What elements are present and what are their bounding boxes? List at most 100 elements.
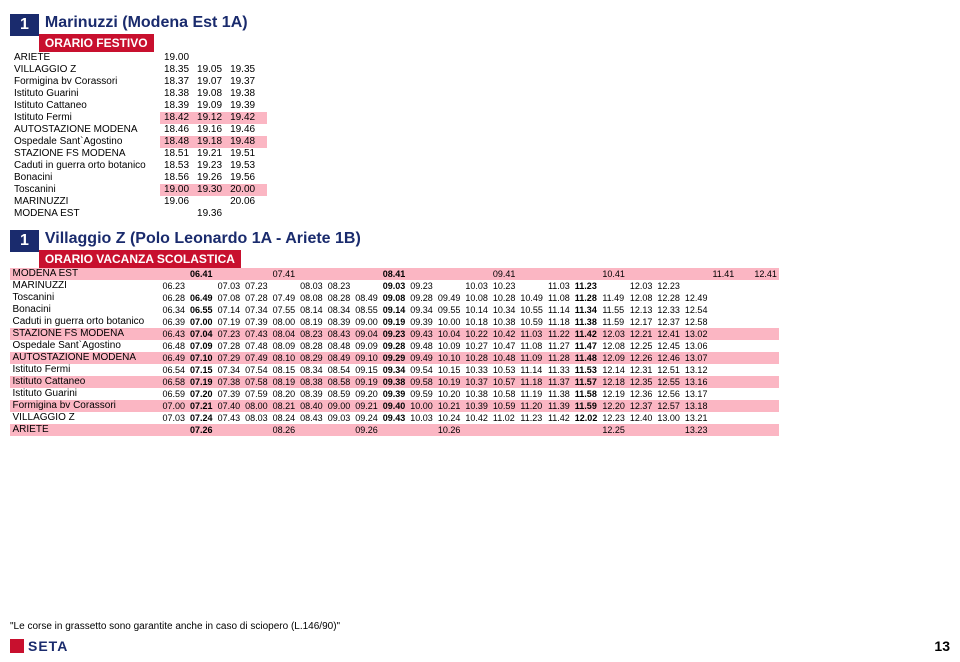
stop-name: ARIETE bbox=[10, 424, 160, 436]
time-cell: 20.00 bbox=[226, 184, 259, 196]
stop-name: VILLAGGIO Z bbox=[10, 412, 160, 424]
time-cell: 12.54 bbox=[682, 304, 710, 316]
time-cell: 08.20 bbox=[270, 388, 298, 400]
time-cell: 13.02 bbox=[682, 328, 710, 340]
time-cell bbox=[353, 280, 381, 292]
time-cell: 11.22 bbox=[545, 328, 572, 340]
time-cell: 12.25 bbox=[600, 424, 628, 436]
time-cell: 11.38 bbox=[545, 388, 572, 400]
time-cell: 09.40 bbox=[380, 400, 408, 412]
time-cell bbox=[752, 280, 780, 292]
time-cell: 09.29 bbox=[380, 352, 408, 364]
time-cell bbox=[518, 424, 546, 436]
time-cell: 09.43 bbox=[380, 412, 408, 424]
time-cell bbox=[710, 304, 737, 316]
time-cell: 07.20 bbox=[188, 388, 216, 400]
time-cell bbox=[752, 364, 780, 376]
time-cell: 09.00 bbox=[353, 316, 381, 328]
time-cell: 12.26 bbox=[627, 352, 655, 364]
time-cell: 08.28 bbox=[325, 292, 353, 304]
time-cell: 10.39 bbox=[463, 400, 491, 412]
stop-name: Istituto Fermi bbox=[10, 364, 160, 376]
time-cell: 08.26 bbox=[270, 424, 298, 436]
time-cell: 18.46 bbox=[160, 124, 193, 136]
time-cell: 10.42 bbox=[490, 328, 518, 340]
time-cell: 08.00 bbox=[243, 400, 271, 412]
time-cell: 11.42 bbox=[572, 328, 600, 340]
stop-name: AUTOSTAZIONE MODENA bbox=[10, 352, 160, 364]
time-cell: 13.06 bbox=[682, 340, 710, 352]
time-cell: 07.43 bbox=[243, 328, 271, 340]
time-cell: 13.00 bbox=[655, 412, 683, 424]
time-cell: 09.26 bbox=[353, 424, 381, 436]
time-cell: 06.49 bbox=[188, 292, 216, 304]
time-cell bbox=[298, 268, 326, 280]
time-cell bbox=[752, 412, 780, 424]
time-cell: 09.00 bbox=[325, 400, 353, 412]
time-cell bbox=[243, 268, 271, 280]
time-cell: 09.39 bbox=[380, 388, 408, 400]
time-cell: 09.15 bbox=[353, 364, 381, 376]
time-cell bbox=[380, 424, 408, 436]
stop-name: Istituto Guarini bbox=[10, 88, 160, 100]
time-cell bbox=[545, 424, 572, 436]
logo-text: SETA bbox=[28, 638, 68, 654]
route-number: 1 bbox=[10, 14, 39, 36]
time-cell: 09.58 bbox=[408, 376, 436, 388]
time-cell bbox=[259, 76, 267, 88]
time-cell: 11.02 bbox=[490, 412, 518, 424]
time-cell: 11.39 bbox=[545, 400, 572, 412]
time-cell: 12.41 bbox=[752, 268, 780, 280]
time-cell bbox=[259, 64, 267, 76]
schedule-band: ORARIO FESTIVO bbox=[39, 34, 154, 52]
time-cell bbox=[259, 100, 267, 112]
time-cell bbox=[160, 424, 188, 436]
time-cell: 06.41 bbox=[188, 268, 216, 280]
time-cell: 07.19 bbox=[188, 376, 216, 388]
time-cell bbox=[752, 376, 780, 388]
time-cell: 08.43 bbox=[298, 412, 326, 424]
time-cell: 19.00 bbox=[160, 52, 193, 64]
time-cell bbox=[655, 268, 683, 280]
time-cell: 12.37 bbox=[655, 316, 683, 328]
time-cell: 10.49 bbox=[518, 292, 546, 304]
time-cell: 12.14 bbox=[600, 364, 628, 376]
time-cell: 11.27 bbox=[545, 340, 572, 352]
time-cell: 12.33 bbox=[655, 304, 683, 316]
time-cell bbox=[215, 268, 243, 280]
time-cell: 11.23 bbox=[572, 280, 600, 292]
time-cell: 09.08 bbox=[380, 292, 408, 304]
stop-name: Toscanini bbox=[10, 184, 160, 196]
time-cell: 08.24 bbox=[270, 412, 298, 424]
time-cell: 08.43 bbox=[325, 328, 353, 340]
time-cell: 07.39 bbox=[215, 388, 243, 400]
time-cell: 10.20 bbox=[435, 388, 463, 400]
time-cell: 06.34 bbox=[160, 304, 188, 316]
time-cell: 11.20 bbox=[518, 400, 546, 412]
time-cell: 11.09 bbox=[518, 352, 546, 364]
time-cell: 10.28 bbox=[463, 352, 491, 364]
time-cell bbox=[710, 280, 737, 292]
time-cell bbox=[627, 268, 655, 280]
time-cell bbox=[655, 424, 683, 436]
time-cell: 07.03 bbox=[215, 280, 243, 292]
time-cell: 11.08 bbox=[518, 340, 546, 352]
time-cell bbox=[435, 280, 463, 292]
time-cell: 12.37 bbox=[627, 400, 655, 412]
time-cell: 07.41 bbox=[270, 268, 298, 280]
time-cell: 07.08 bbox=[215, 292, 243, 304]
time-cell: 12.46 bbox=[655, 352, 683, 364]
time-cell: 18.38 bbox=[160, 88, 193, 100]
stop-name: Caduti in guerra orto botanico bbox=[10, 316, 160, 328]
time-cell: 06.39 bbox=[160, 316, 188, 328]
time-cell: 11.47 bbox=[572, 340, 600, 352]
time-cell: 07.04 bbox=[188, 328, 216, 340]
time-cell bbox=[490, 424, 518, 436]
time-cell: 07.55 bbox=[270, 304, 298, 316]
time-cell bbox=[259, 184, 267, 196]
time-cell bbox=[243, 424, 271, 436]
time-cell: 09.54 bbox=[408, 364, 436, 376]
time-cell bbox=[572, 424, 600, 436]
time-cell: 07.43 bbox=[215, 412, 243, 424]
time-cell: 08.23 bbox=[325, 280, 353, 292]
